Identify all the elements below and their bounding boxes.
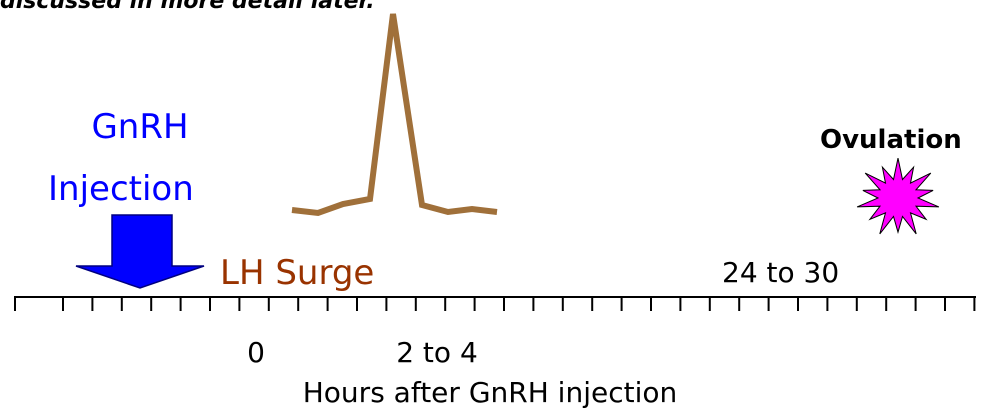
ovulation-label: Ovulation [820, 125, 962, 155]
lh-surge-curve [291, 13, 498, 217]
axis-tick-label: 2 to 4 [396, 336, 478, 369]
axis-title: Hours after GnRH injection [303, 376, 678, 409]
lh-surge-label: LH Surge [220, 253, 374, 293]
gnrh-label: GnRH [91, 107, 188, 147]
axis-ticks [14, 297, 976, 311]
ovulation-star [856, 157, 940, 235]
ovulation-time-label: 24 to 30 [722, 256, 839, 289]
caption: discussed in more detail later. [0, 0, 375, 14]
injection-label: Injection [48, 169, 194, 209]
axis-tick-label: 0 [247, 336, 265, 369]
injection-arrow [75, 214, 205, 289]
